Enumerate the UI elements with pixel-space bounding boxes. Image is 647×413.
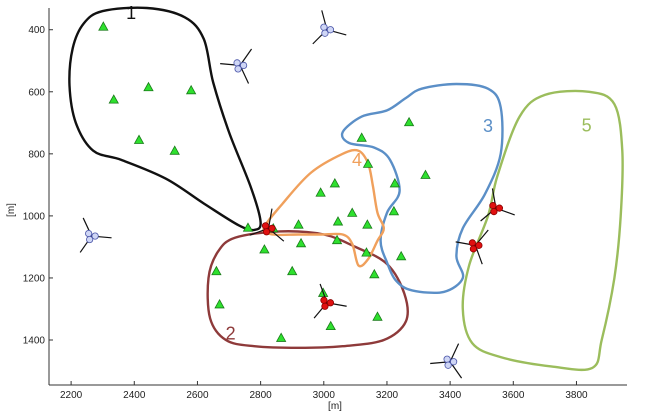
wind-turbine — [220, 48, 253, 84]
sensor-marker — [98, 21, 109, 31]
sensor-marker — [369, 268, 380, 279]
turbine-hub — [468, 239, 476, 247]
y-tick-label: 1200 — [23, 273, 46, 284]
turbine-hub — [320, 23, 328, 31]
y-tick-label: 800 — [28, 149, 45, 160]
y-tick-label: 400 — [28, 25, 45, 36]
active-wind-turbine — [249, 208, 285, 242]
turbine-hub — [262, 228, 271, 236]
turbine-hub — [91, 232, 99, 240]
cluster-label-5: 5 — [582, 115, 592, 135]
x-tick-label: 3000 — [313, 390, 336, 401]
x-tick-label: 3800 — [565, 390, 588, 401]
sensor-markers — [98, 21, 431, 342]
cluster-label-4: 4 — [352, 150, 362, 170]
turbine-hub — [86, 235, 94, 244]
turbine-hub — [233, 59, 241, 67]
turbine-hub — [261, 222, 270, 230]
active-wind-turbine — [455, 229, 489, 265]
sensor-marker — [361, 247, 372, 257]
sensor-marker — [331, 234, 343, 245]
turbine-hub — [268, 224, 276, 232]
sensor-marker — [242, 222, 254, 232]
cluster-boundary-4 — [262, 148, 386, 268]
turbine-hub — [444, 361, 452, 369]
active-wind-turbine — [313, 283, 347, 319]
sensor-marker — [185, 84, 197, 95]
sensor-marker — [356, 132, 367, 142]
sensor-marker — [372, 311, 383, 321]
x-tick-label: 2400 — [123, 390, 146, 401]
cluster-label-2: 2 — [226, 323, 236, 343]
y-axis-label: [m] — [6, 203, 17, 217]
cluster-labels: 1 2 3 4 5 — [126, 3, 591, 344]
axes: [m] [m] — [6, 8, 627, 412]
wind-turbine — [430, 343, 463, 379]
turbine-hub — [475, 241, 483, 249]
cluster-label-3: 3 — [483, 116, 493, 136]
turbine-hub — [321, 29, 329, 37]
y-tick-label: 1400 — [23, 336, 46, 347]
turbine-hub — [85, 229, 93, 238]
x-axis-label: [m] — [328, 401, 342, 412]
sensor-marker — [332, 216, 344, 226]
turbine-hub — [495, 204, 504, 212]
turbine-hub — [469, 245, 477, 253]
wind-turbines — [79, 10, 515, 379]
turbine-hub — [326, 299, 335, 307]
turbine-blade — [449, 343, 460, 362]
turbine-hub — [320, 296, 328, 304]
sensor-marker — [329, 177, 341, 188]
x-tick-label: 3400 — [439, 390, 462, 401]
sensor-marker — [293, 219, 304, 229]
sensor-marker — [275, 332, 287, 342]
turbine-hub — [239, 61, 248, 70]
sensor-marker — [211, 265, 222, 276]
sensor-marker — [214, 299, 225, 309]
sensor-marker — [362, 219, 373, 229]
x-tick-label: 2800 — [249, 390, 272, 401]
cluster-boundaries — [68, 6, 624, 372]
sensor-marker — [389, 177, 401, 188]
x-tick-label: 2200 — [60, 390, 83, 401]
sensor-marker — [133, 134, 145, 144]
turbine-hub — [234, 65, 242, 73]
axis-ticks: 2200 2400 2600 2800 3000 3200 3400 3600 38004006… — [23, 25, 588, 401]
turbine-blade — [267, 208, 273, 229]
sensor-marker — [259, 244, 270, 254]
cluster-boundary-1 — [68, 6, 262, 232]
sensor-marker — [169, 145, 180, 155]
x-tick-label: 3200 — [376, 390, 399, 401]
wind-turbine — [79, 217, 112, 253]
sensor-marker — [403, 116, 415, 127]
y-tick-label: 600 — [28, 87, 45, 98]
sensor-marker — [325, 320, 336, 331]
x-tick-label: 3600 — [502, 390, 525, 401]
x-tick-label: 2600 — [186, 390, 209, 401]
wind-turbine — [312, 10, 347, 45]
sensor-marker — [395, 250, 407, 261]
turbine-hub — [321, 302, 329, 310]
sensor-marker — [295, 237, 307, 248]
sensor-marker — [347, 207, 358, 217]
cluster-label-1: 1 — [126, 3, 136, 23]
turbine-hub — [489, 202, 497, 210]
sensor-marker — [315, 187, 326, 197]
cluster-boundary-3 — [340, 82, 504, 295]
y-tick-label: 1000 — [23, 211, 46, 222]
sensor-marker — [143, 81, 154, 92]
sensor-marker — [362, 158, 374, 168]
active-wind-turbine — [480, 188, 515, 222]
turbine-hub — [443, 355, 451, 363]
sensor-marker — [108, 94, 119, 104]
cluster-boundary-2 — [206, 230, 409, 350]
turbine-hub — [450, 358, 458, 366]
sensor-marker — [287, 265, 298, 276]
sensor-marker — [420, 169, 431, 179]
turbine-hub — [490, 208, 498, 216]
turbine-hub — [326, 26, 335, 34]
sensor-marker — [388, 205, 400, 216]
